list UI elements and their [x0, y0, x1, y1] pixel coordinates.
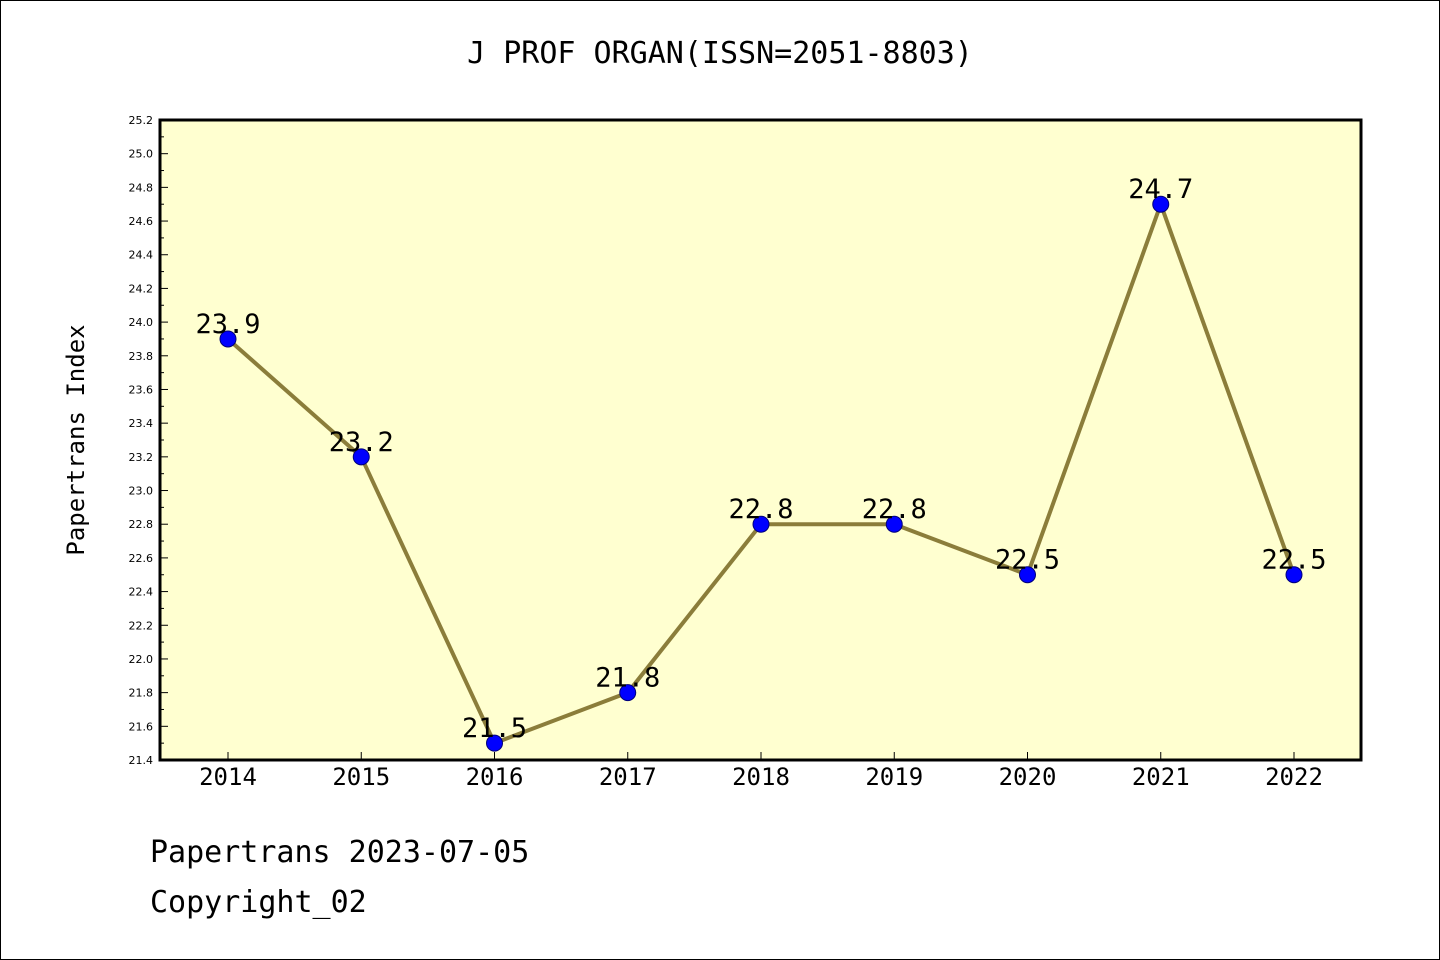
x-axis: 2014 2015 2016 2017 2018 2019 2020 2021 2022 [199, 752, 1323, 791]
y-tick-label: 25.2 [129, 114, 154, 127]
y-axis: 21.4 21.6 21.8 22.0 22.2 22.4 22.6 22.8 23.0 23.2… [129, 114, 168, 767]
data-point [1285, 566, 1303, 584]
y-tick-label: 21.6 [129, 720, 154, 733]
y-tick-label: 23.8 [129, 350, 154, 363]
y-tick-label: 22.8 [129, 518, 154, 531]
y-axis-label: Papertrans Index [62, 324, 90, 555]
x-tick-label: 2021 [1132, 763, 1190, 791]
y-tick-label: 23.2 [129, 451, 154, 464]
plot-area [160, 120, 1361, 760]
y-tick-label: 25.0 [129, 148, 154, 161]
y-tick-label: 21.4 [129, 754, 154, 767]
data-label: 22.8 [728, 494, 793, 525]
chart-title: J PROF ORGAN(ISSN=2051-8803) [467, 36, 973, 71]
y-tick-label: 22.0 [129, 653, 154, 666]
data-label: 23.2 [329, 427, 394, 458]
x-tick-label: 2018 [732, 763, 790, 791]
y-tick-label: 21.8 [129, 687, 154, 700]
data-label: 22.8 [862, 494, 927, 525]
data-label: 24.7 [1128, 174, 1193, 205]
y-tick-label: 24.6 [129, 215, 154, 228]
data-point [619, 684, 637, 702]
data-point [752, 515, 770, 533]
data-label: 22.5 [995, 545, 1060, 576]
x-tick-label: 2017 [599, 763, 657, 791]
y-tick-label: 23.0 [129, 485, 154, 498]
data-label: 21.5 [462, 713, 527, 744]
data-label: 23.9 [195, 309, 260, 340]
data-label: 22.5 [1261, 545, 1326, 576]
x-tick-label: 2019 [865, 763, 923, 791]
footer-copyright: Copyright_02 [150, 885, 367, 920]
data-point [486, 734, 503, 752]
y-tick-label: 23.4 [129, 417, 154, 430]
x-tick-label: 2020 [999, 763, 1057, 791]
data-point [219, 330, 237, 348]
y-tick-label: 22.4 [129, 586, 154, 599]
data-label: 21.8 [595, 663, 660, 694]
data-point [885, 515, 903, 533]
x-tick-label: 2014 [199, 763, 257, 791]
y-tick-label: 22.6 [129, 552, 154, 565]
x-tick-label: 2016 [466, 763, 524, 791]
y-tick-label: 24.0 [129, 316, 154, 329]
x-tick-label: 2015 [332, 763, 390, 791]
data-point [352, 448, 370, 466]
series-group: 23.9 23.2 21.5 21.8 22.8 22.8 22.5 24.7 22.5 [195, 174, 1327, 752]
y-tick-label: 24.2 [129, 282, 154, 295]
footer-date: Papertrans 2023-07-05 [150, 835, 530, 870]
data-point [1152, 195, 1170, 213]
plot-border [158, 118, 1363, 762]
y-tick-label: 24.4 [129, 249, 154, 262]
data-point [1019, 566, 1036, 584]
y-tick-label: 24.8 [129, 181, 154, 194]
x-tick-label: 2022 [1265, 763, 1323, 791]
y-tick-label: 22.2 [129, 619, 154, 632]
y-tick-label: 23.6 [129, 383, 154, 396]
